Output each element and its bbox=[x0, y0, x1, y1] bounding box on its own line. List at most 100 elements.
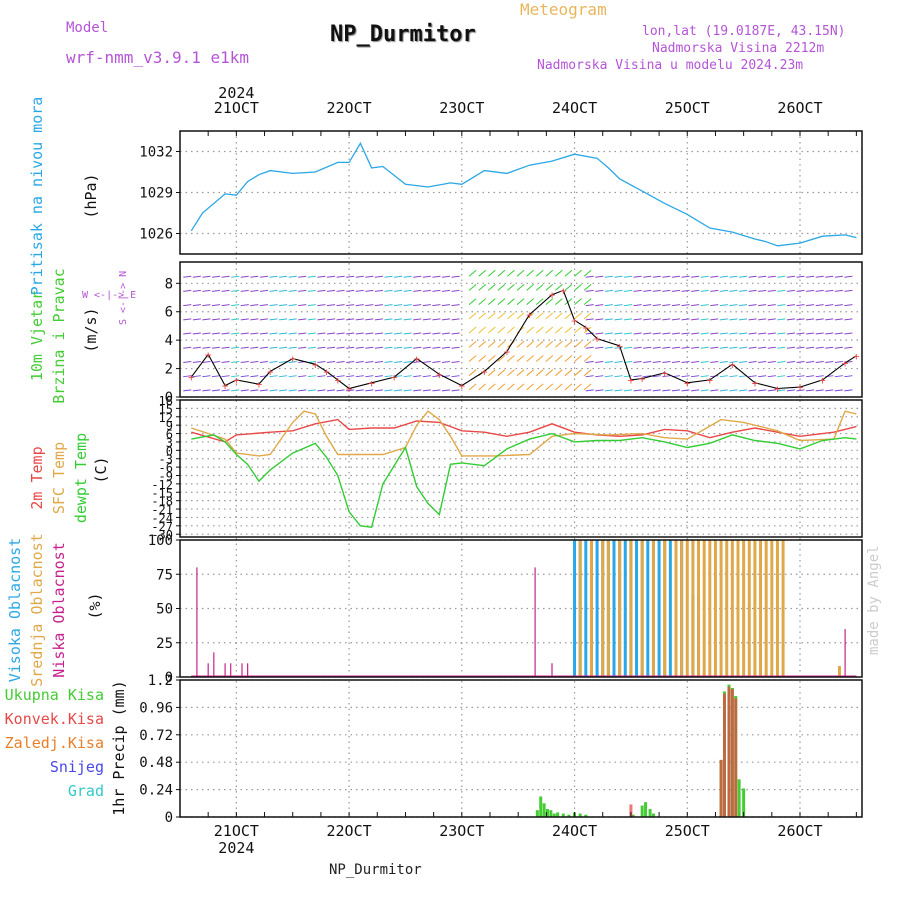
wind-barb bbox=[815, 304, 824, 307]
wind-barb bbox=[700, 360, 709, 363]
wind-barb bbox=[269, 346, 278, 349]
wind-barb bbox=[422, 304, 431, 307]
wind-barb bbox=[478, 326, 487, 334]
wind-barb bbox=[451, 360, 460, 363]
wind-gust-marker: + bbox=[774, 382, 781, 395]
bottom-day-tick-label: 24OCT bbox=[552, 822, 597, 840]
wind-barb bbox=[748, 318, 757, 321]
wind-barb bbox=[681, 275, 690, 278]
wind-barb bbox=[487, 298, 496, 306]
wind-barb bbox=[623, 346, 633, 349]
model-label: Model bbox=[66, 20, 109, 36]
wind-barb bbox=[487, 284, 496, 291]
wind-gust-marker: + bbox=[188, 371, 195, 384]
wind-barb bbox=[394, 304, 403, 307]
wind-barb bbox=[202, 346, 211, 349]
precip-bar bbox=[545, 809, 549, 817]
wind-barb bbox=[317, 304, 326, 307]
wind-barb bbox=[786, 389, 795, 392]
wind-barb bbox=[355, 389, 364, 392]
wind-barb bbox=[497, 284, 506, 291]
y-tick-label: 0 bbox=[165, 670, 173, 686]
wind-barb bbox=[633, 318, 642, 321]
wind-barb bbox=[240, 332, 249, 335]
precip-bar bbox=[556, 812, 560, 817]
y-tick-label: -3 bbox=[159, 453, 173, 467]
wind-barb bbox=[662, 332, 671, 335]
wind-barb bbox=[413, 275, 422, 278]
wind-barb bbox=[844, 332, 853, 335]
wind-gust-marker: + bbox=[481, 365, 488, 378]
wind-barb bbox=[365, 389, 374, 392]
wind-barb bbox=[614, 304, 623, 307]
wind-barb bbox=[623, 332, 633, 335]
wind-speed-line bbox=[190, 289, 857, 390]
wind-barb bbox=[487, 355, 496, 362]
wind-barb bbox=[384, 318, 393, 321]
wind-barb bbox=[487, 326, 496, 334]
y-tick-label: -30 bbox=[151, 528, 173, 542]
wind-gust-marker: + bbox=[707, 374, 714, 387]
wind-barb bbox=[231, 346, 240, 349]
wind-barb bbox=[307, 318, 316, 321]
wind-barb bbox=[834, 389, 843, 392]
wind-barb bbox=[555, 298, 563, 306]
wind-barb bbox=[691, 304, 700, 307]
wind-gust-marker: + bbox=[752, 377, 759, 390]
wind-unit-label: (m/s) bbox=[82, 307, 100, 352]
wind-barb bbox=[767, 289, 776, 292]
wind-barb bbox=[468, 298, 477, 306]
precip-bar bbox=[542, 803, 546, 817]
wind-direction-legend-vertical: S <-|-> N bbox=[118, 271, 129, 325]
wind-barb bbox=[240, 389, 249, 392]
wind-barb bbox=[662, 289, 671, 292]
wind-barb bbox=[652, 389, 661, 392]
wind-barb bbox=[815, 275, 824, 278]
wind-barb bbox=[777, 375, 786, 378]
wind-barb bbox=[478, 340, 487, 348]
wind-gust-marker: + bbox=[661, 367, 668, 380]
wind-barb bbox=[681, 360, 690, 363]
wind-barb bbox=[288, 375, 297, 378]
wind-barb bbox=[662, 318, 671, 321]
wind-barb bbox=[671, 389, 681, 392]
wind-barb bbox=[643, 389, 652, 392]
y-tick-label: 3 bbox=[166, 436, 173, 450]
wind-barb bbox=[633, 389, 642, 392]
watermark: made by Angel bbox=[866, 545, 882, 655]
wind-barb bbox=[844, 318, 853, 321]
wind-barb bbox=[192, 389, 201, 392]
wind-barb bbox=[555, 284, 563, 291]
wind-barb bbox=[516, 383, 525, 391]
wind-gust-marker: + bbox=[346, 382, 353, 395]
wind-barb bbox=[422, 318, 431, 321]
wind-barb bbox=[574, 269, 582, 277]
wind-barb bbox=[719, 275, 728, 278]
wind-barb bbox=[326, 332, 336, 335]
wind-barb bbox=[834, 289, 843, 292]
wind-barb bbox=[844, 389, 853, 392]
model-name: wrf-nmm_v3.9.1 e1km bbox=[66, 48, 250, 67]
high-cloud-label: Visoka Oblacnost bbox=[6, 538, 24, 683]
wind-barb bbox=[748, 289, 757, 292]
y-tick-label: 1032 bbox=[139, 145, 173, 161]
wind-barb bbox=[221, 275, 230, 278]
wind-gust-marker: + bbox=[628, 374, 635, 387]
precip-bar bbox=[561, 813, 565, 817]
wind-barb bbox=[279, 304, 288, 307]
wind-barb bbox=[250, 275, 259, 278]
wind-barb bbox=[834, 346, 843, 349]
wind-barb bbox=[346, 375, 355, 378]
wind-barb bbox=[535, 340, 544, 348]
wind-barb bbox=[422, 346, 431, 349]
wind-barb bbox=[806, 389, 815, 392]
wind-barb bbox=[432, 275, 441, 278]
wind-barb bbox=[777, 332, 786, 335]
grid-layer bbox=[180, 131, 862, 818]
wind-barb bbox=[497, 326, 506, 334]
wind-barb bbox=[526, 340, 534, 348]
wind-gust-marker: + bbox=[583, 321, 590, 334]
wind-barb bbox=[614, 346, 623, 349]
wind-barb bbox=[535, 269, 544, 277]
wind-barb bbox=[526, 298, 534, 306]
